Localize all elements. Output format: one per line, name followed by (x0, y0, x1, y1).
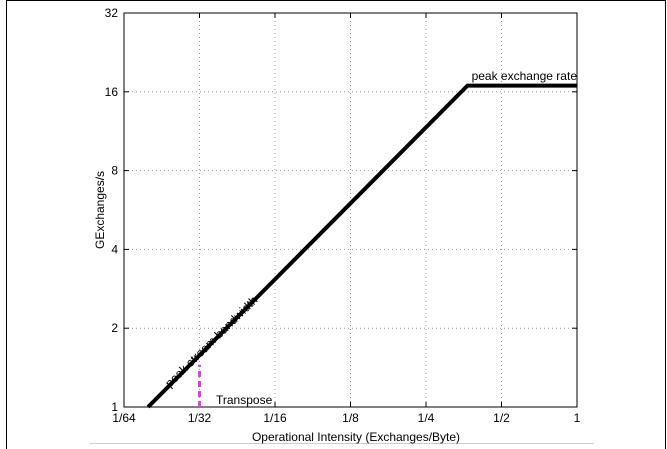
bandwidth-annotation: peak stream bandwidth (162, 293, 260, 390)
x-tick-label: 1/8 (342, 411, 359, 425)
x-tick-label: 1 (574, 411, 581, 425)
x-tick-label: 1/64 (112, 411, 136, 425)
y-tick-label: 16 (105, 85, 119, 99)
y-tick-label: 8 (111, 164, 118, 178)
tick-labels: 1/64 1/32 1/16 1/8 1/4 1/2 1 1 2 4 8 16 32 (105, 6, 581, 425)
y-tick-label: 32 (105, 6, 119, 20)
grid (124, 13, 577, 407)
y-tick-label: 4 (111, 242, 118, 256)
x-tick-label: 1/4 (418, 411, 435, 425)
peak-annotation: peak exchange rate (472, 69, 578, 83)
x-tick-label: 1/32 (188, 411, 212, 425)
y-axis-label: GExchanges/s (93, 171, 107, 249)
y-tick-label: 2 (111, 321, 118, 335)
y-tick-label: 1 (111, 400, 118, 414)
series (146, 83, 577, 409)
x-tick-label: 1/2 (493, 411, 510, 425)
x-tick-label: 1/16 (263, 411, 287, 425)
figure-border (6, 0, 666, 449)
roofline-line (146, 83, 577, 409)
x-axis-label: Operational Intensity (Exchanges/Byte) (252, 430, 460, 444)
transpose-annotation: Transpose (216, 393, 273, 407)
axes (123, 12, 578, 408)
